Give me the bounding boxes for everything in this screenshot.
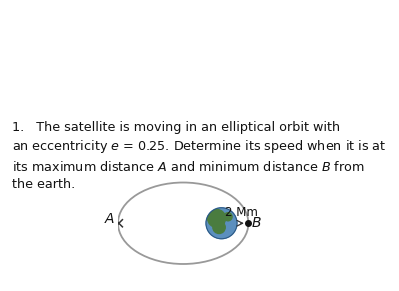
Text: 2 Mm: 2 Mm <box>225 206 258 219</box>
Text: 1.   The satellite is moving in an elliptical orbit with
an eccentricity $e$ = 0: 1. The satellite is moving in an ellipti… <box>12 120 387 191</box>
Circle shape <box>207 210 225 227</box>
Circle shape <box>224 213 232 221</box>
Text: B: B <box>252 216 261 230</box>
Circle shape <box>206 208 237 239</box>
Circle shape <box>213 221 225 233</box>
Text: A: A <box>105 212 114 226</box>
